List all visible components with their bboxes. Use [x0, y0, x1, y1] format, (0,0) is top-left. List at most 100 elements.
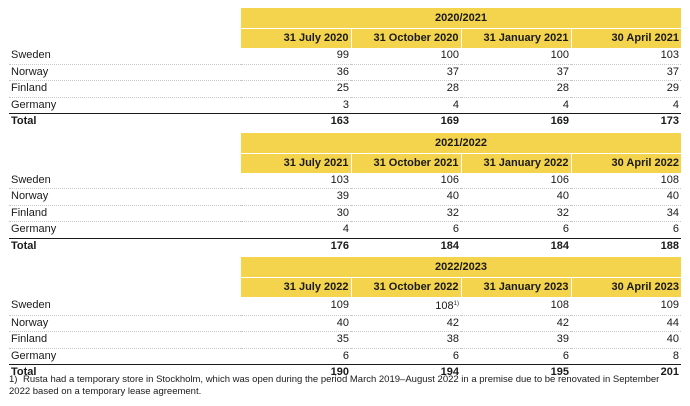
country-label: Norway	[9, 188, 241, 206]
store-count-cell: 40	[571, 188, 681, 206]
period-header-row: 2021/2022	[9, 132, 681, 153]
store-count-cell: 109	[241, 297, 351, 316]
date-column-header: 31 July 2020	[241, 28, 351, 48]
store-count-cell: 100	[461, 48, 571, 65]
date-column-header: 31 October 2020	[350, 28, 461, 48]
date-column-header: 31 July 2021	[241, 152, 351, 173]
table-row: Sweden 99 100 100 103	[9, 48, 681, 65]
date-column-header: 30 April 2021	[570, 28, 681, 48]
store-count-cell: 4	[461, 97, 571, 114]
date-header-row: 31 July 2021 31 October 2021 31 January …	[9, 152, 681, 173]
table-row: Germany 3 4 4 4	[9, 97, 681, 114]
store-count-cell: 37	[461, 64, 571, 81]
store-count-cell: 42	[461, 315, 571, 332]
footnote: 1) Rusta had a temporary store in Stockho…	[9, 374, 681, 398]
store-count-cell: 108	[461, 297, 571, 316]
store-count-cell: 40	[461, 188, 571, 206]
table-row: Finland 30 32 32 34	[9, 205, 681, 222]
store-count-cell: 28	[461, 80, 571, 98]
store-count-cell: 42	[351, 315, 461, 332]
store-count-cell: 103	[571, 48, 681, 65]
country-label: Norway	[9, 64, 241, 81]
total-cell: 169	[461, 113, 571, 130]
total-cell: 194	[351, 364, 461, 381]
store-count-cell: 6	[461, 221, 571, 239]
table-row: Norway 39 40 40 40	[9, 188, 681, 206]
total-label: Total	[9, 237, 241, 254]
store-count-cell: 6	[571, 221, 681, 239]
table-row: Germany 4 6 6 6	[9, 221, 681, 239]
country-label: Germany	[9, 348, 241, 365]
table-row: Norway 36 37 37 37	[9, 64, 681, 81]
store-count-cell: 36	[241, 64, 351, 81]
store-count-cell: 32	[461, 205, 571, 222]
date-column-header: 31 January 2021	[460, 28, 571, 48]
date-header-row: 31 July 2022 31 October 2022 31 January …	[9, 277, 681, 297]
total-cell: 190	[241, 364, 351, 381]
total-row: Total 163 169 169 173	[9, 113, 681, 130]
store-count-cell: 35	[241, 331, 351, 349]
date-column-header: 30 April 2022	[570, 152, 681, 173]
store-count-cell: 29	[571, 80, 681, 98]
total-cell: 184	[461, 237, 571, 254]
country-label: Sweden	[9, 297, 241, 316]
period-header-row: 2020/2021	[9, 8, 681, 29]
store-count-table: 2020/2021 31 July 2020 31 October 2020 3…	[9, 8, 681, 381]
table-row: Sweden 109 1081) 108 109	[9, 297, 681, 316]
country-label: Finland	[9, 80, 241, 98]
footnote-mark: 1)	[9, 374, 18, 385]
total-label: Total	[9, 113, 241, 130]
store-count-cell: 37	[571, 64, 681, 81]
total-cell: 188	[571, 237, 681, 254]
country-label: Sweden	[9, 172, 241, 189]
store-count-cell: 40	[351, 188, 461, 206]
store-count-cell: 38	[351, 331, 461, 349]
country-label: Finland	[9, 205, 241, 222]
total-cell: 173	[571, 113, 681, 130]
period-label: 2020/2021	[241, 8, 681, 29]
total-cell: 201	[571, 364, 681, 381]
total-cell: 195	[461, 364, 571, 381]
total-row: Total 176 184 184 188	[9, 237, 681, 254]
date-column-header: 31 January 2023	[460, 277, 571, 297]
footnote-text: Rusta had a temporary store in Stockholm…	[9, 374, 660, 397]
date-column-header: 31 January 2022	[460, 152, 571, 173]
store-count-cell: 106	[351, 172, 461, 189]
table-row: Finland 35 38 39 40	[9, 331, 681, 349]
store-count-cell: 40	[241, 315, 351, 332]
date-column-header: 31 October 2022	[350, 277, 461, 297]
store-count-cell: 4	[571, 97, 681, 114]
table-row: Finland 25 28 28 29	[9, 80, 681, 98]
store-count-cell: 99	[241, 48, 351, 65]
total-cell: 176	[241, 237, 351, 254]
period-header-row: 2022/2023	[9, 257, 681, 278]
store-count-cell: 3	[241, 97, 351, 114]
store-count-cell: 100	[351, 48, 461, 65]
store-count-cell: 39	[241, 188, 351, 206]
store-count-cell: 106	[461, 172, 571, 189]
store-count-cell: 109	[571, 297, 681, 316]
table-row: Norway 40 42 42 44	[9, 315, 681, 332]
country-label: Norway	[9, 315, 241, 332]
store-count-cell: 28	[351, 80, 461, 98]
store-count-cell: 103	[241, 172, 351, 189]
store-count-cell: 44	[571, 315, 681, 332]
store-count-cell: 6	[351, 221, 461, 239]
total-cell: 184	[351, 237, 461, 254]
store-count-section: 2020/2021 31 July 2020 31 October 2020 3…	[9, 0, 681, 397]
date-header-row: 31 July 2020 31 October 2020 31 January …	[9, 28, 681, 48]
store-count-cell: 1081)	[351, 297, 461, 316]
country-label: Germany	[9, 221, 241, 239]
store-count-cell: 30	[241, 205, 351, 222]
store-count-cell: 25	[241, 80, 351, 98]
store-count-cell: 6	[351, 348, 461, 365]
store-count-cell: 6	[241, 348, 351, 365]
store-count-cell: 4	[351, 97, 461, 114]
total-label: Total	[9, 364, 241, 381]
store-count-cell: 108	[571, 172, 681, 189]
store-count-cell: 8	[571, 348, 681, 365]
total-cell: 163	[241, 113, 351, 130]
store-count-cell: 32	[351, 205, 461, 222]
store-count-cell: 39	[461, 331, 571, 349]
store-count-value: 108	[435, 300, 454, 312]
